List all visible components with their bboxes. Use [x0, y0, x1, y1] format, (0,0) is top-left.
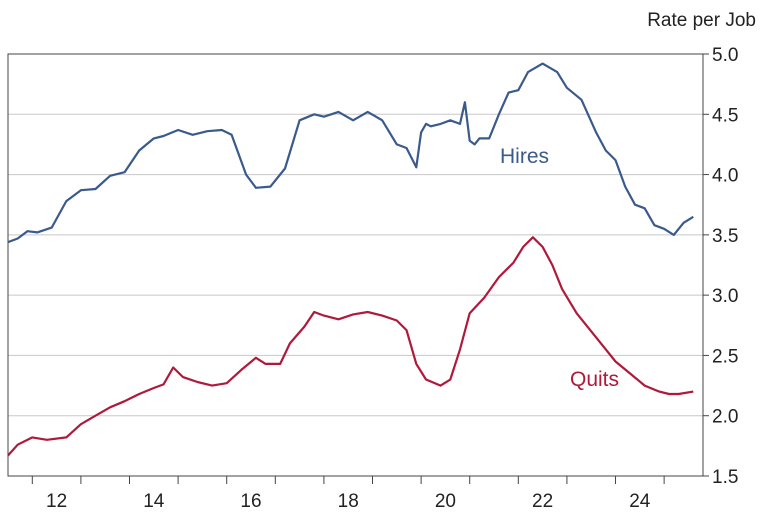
series-label-quits: Quits: [570, 368, 619, 391]
y-tick-label: 4.5: [712, 105, 738, 126]
y-tick-label: 5.0: [712, 45, 738, 66]
y-tick-label: 3.0: [712, 286, 738, 307]
plot-frame: [7, 53, 704, 477]
series-label-hires: Hires: [500, 145, 549, 168]
x-tick-label: 24: [629, 491, 651, 512]
x-tick-label: 14: [143, 491, 165, 512]
x-tick-label: 20: [435, 491, 456, 512]
y-tick-label: 4.0: [712, 166, 738, 187]
y-tick-label: 3.5: [712, 226, 738, 247]
x-tick-label: 22: [532, 491, 553, 512]
y-tick-label: 1.5: [712, 467, 738, 488]
series-group: [7, 62, 694, 457]
x-tick-label: 12: [46, 491, 67, 512]
y-tick-label: 2.5: [712, 346, 738, 367]
series-line-quits: [7, 236, 694, 457]
x-tick-label: 16: [240, 491, 261, 512]
unit-label: Rate per Job: [647, 10, 756, 31]
x-axis: 12 14 16 18 20 22 24: [31, 476, 665, 512]
series-line-hires: [7, 62, 694, 244]
y-tick-label: 2.0: [712, 407, 738, 428]
x-tick-label: 18: [338, 491, 359, 512]
y-axis: 5.0 4.5 4.0 3.5 3.0 2.5 2.0 1.5: [703, 45, 738, 488]
